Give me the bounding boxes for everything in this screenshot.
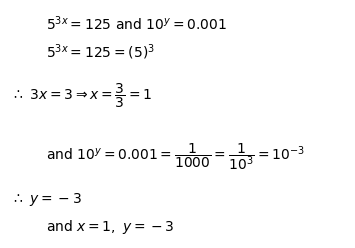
Text: and $10^{y} = 0.001 = \dfrac{1}{1000} = \dfrac{1}{10^3} = 10^{-3}$: and $10^{y} = 0.001 = \dfrac{1}{1000} = … (46, 141, 305, 172)
Text: $5^{3x} = 125$ and $10^{y} = 0.001$: $5^{3x} = 125$ and $10^{y} = 0.001$ (46, 14, 228, 33)
Text: $5^{3x} = 125 = (5)^3$: $5^{3x} = 125 = (5)^3$ (46, 42, 155, 62)
Text: $\therefore\ 3x = 3 \Rightarrow x = \dfrac{3}{3} = 1$: $\therefore\ 3x = 3 \Rightarrow x = \dfr… (11, 81, 152, 110)
Text: and $x = 1,\ y = -3$: and $x = 1,\ y = -3$ (46, 218, 174, 236)
Text: $\therefore\ y = -3$: $\therefore\ y = -3$ (11, 191, 81, 208)
